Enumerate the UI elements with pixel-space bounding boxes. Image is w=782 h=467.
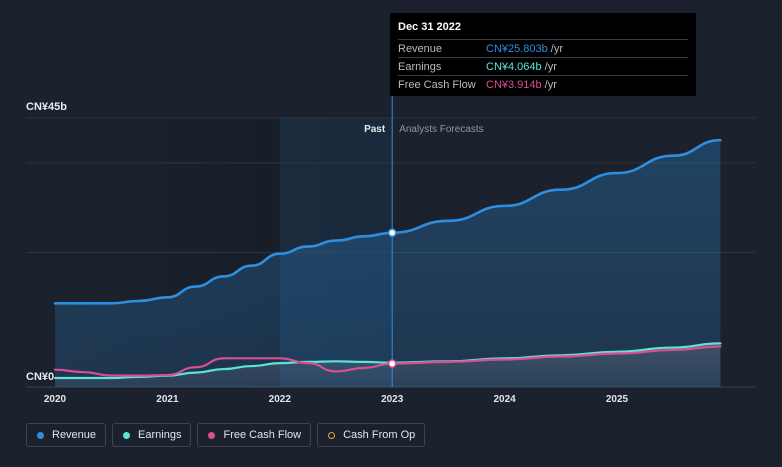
legend-item-earnings[interactable]: Earnings xyxy=(112,423,192,447)
legend-label: Cash From Op xyxy=(343,429,416,441)
free-cash-flow-hover-point xyxy=(387,359,397,368)
tooltip-series-name: Earnings xyxy=(398,60,442,73)
tooltip-row: Earnings CN¥4.064b/yr xyxy=(398,57,688,75)
revenue-area xyxy=(55,140,721,387)
x-tick-label: 2025 xyxy=(606,394,629,405)
forecast-label: Analysts Forecasts xyxy=(399,124,483,135)
tooltip-rows: Revenue CN¥25.803b/yr Earnings CN¥4.064b/yr… xyxy=(398,39,688,93)
legend-dot-icon xyxy=(328,431,336,439)
tooltip-row: Revenue CN¥25.803b/yr xyxy=(398,39,688,57)
past-label: Past xyxy=(364,124,386,135)
y-axis-bottom-label: CN¥0 xyxy=(26,371,55,383)
legend-item-free-cash-flow[interactable]: Free Cash Flow xyxy=(197,423,312,447)
tooltip-series-value: CN¥4.064b xyxy=(486,60,542,73)
chart-legend: Revenue Earnings Free Cash Flow Cash From O… xyxy=(26,423,426,447)
legend-label: Revenue xyxy=(52,429,97,441)
tooltip-series-value: CN¥3.914b xyxy=(486,78,542,91)
legend-item-revenue[interactable]: Revenue xyxy=(26,423,107,447)
legend-label: Free Cash Flow xyxy=(223,429,302,441)
tooltip-date: Dec 31 2022 xyxy=(398,21,461,33)
x-tick-label: 2020 xyxy=(44,394,67,405)
free-cash-flow-line xyxy=(53,345,722,377)
tooltip-row: Free Cash Flow CN¥3.914b/yr xyxy=(398,75,688,93)
legend-label: Earnings xyxy=(138,429,182,441)
tooltip-value-group: CN¥4.064b/yr xyxy=(486,61,557,73)
legend-dot-icon xyxy=(123,431,131,439)
x-tick-label: 2022 xyxy=(269,394,292,405)
tooltip-value-group: CN¥25.803b/yr xyxy=(486,43,563,55)
earnings-area xyxy=(55,343,721,387)
tooltip-series-name: Revenue xyxy=(398,42,443,55)
x-tick-label: 2021 xyxy=(156,394,179,405)
revenue-line xyxy=(53,138,722,305)
legend-dot-icon xyxy=(208,431,216,439)
legend-dot-icon xyxy=(37,431,44,439)
tooltip-unit: /yr xyxy=(544,60,557,73)
hover-tooltip: Dec 31 2022 Revenue CN¥25.803b/yr Earnings… xyxy=(390,13,696,96)
legend-item-cash-from-op[interactable]: Cash From Op xyxy=(317,423,426,447)
y-axis-top-label: CN¥45b xyxy=(26,101,67,113)
tooltip-unit: /yr xyxy=(544,78,557,91)
revenue-hover-point xyxy=(387,228,397,238)
tooltip-series-name: Free Cash Flow xyxy=(398,78,476,91)
tooltip-unit: /yr xyxy=(550,42,564,55)
x-tick-label: 2023 xyxy=(381,394,404,405)
tooltip-series-value: CN¥25.803b xyxy=(486,42,548,55)
x-tick-label: 2024 xyxy=(493,394,516,405)
tooltip-value-group: CN¥3.914b/yr xyxy=(486,79,557,91)
